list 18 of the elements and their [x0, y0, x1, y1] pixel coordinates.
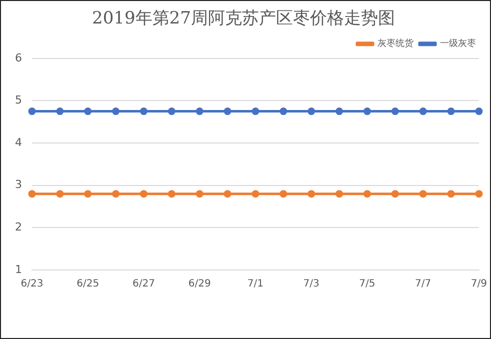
y-tick-label: 2: [15, 220, 22, 234]
x-tick-label: 6/29: [188, 278, 211, 290]
x-tick-label: 6/25: [76, 278, 100, 290]
x-tick-label: 6/27: [132, 278, 155, 290]
x-tick-label: 7/5: [359, 278, 376, 290]
y-tick-label: 6: [15, 51, 22, 64]
x-tick-label: 7/9: [470, 278, 487, 290]
y-tick-label: 4: [15, 136, 22, 149]
y-tick-label: 5: [15, 94, 22, 107]
y-tick-label: 1: [15, 262, 22, 276]
x-tick-label: 6/23: [20, 278, 44, 290]
legend-label: 一级灰枣: [440, 38, 476, 50]
x-tick-label: 7/3: [303, 278, 320, 290]
x-tick-label: 7/1: [247, 278, 264, 290]
x-tick-label: 7/7: [415, 278, 432, 290]
y-tick-label: 3: [15, 178, 22, 192]
legend-label: 灰枣统货: [378, 38, 414, 50]
chart-title: 2019年第27周阿克苏产区枣价格走势图: [92, 8, 395, 29]
